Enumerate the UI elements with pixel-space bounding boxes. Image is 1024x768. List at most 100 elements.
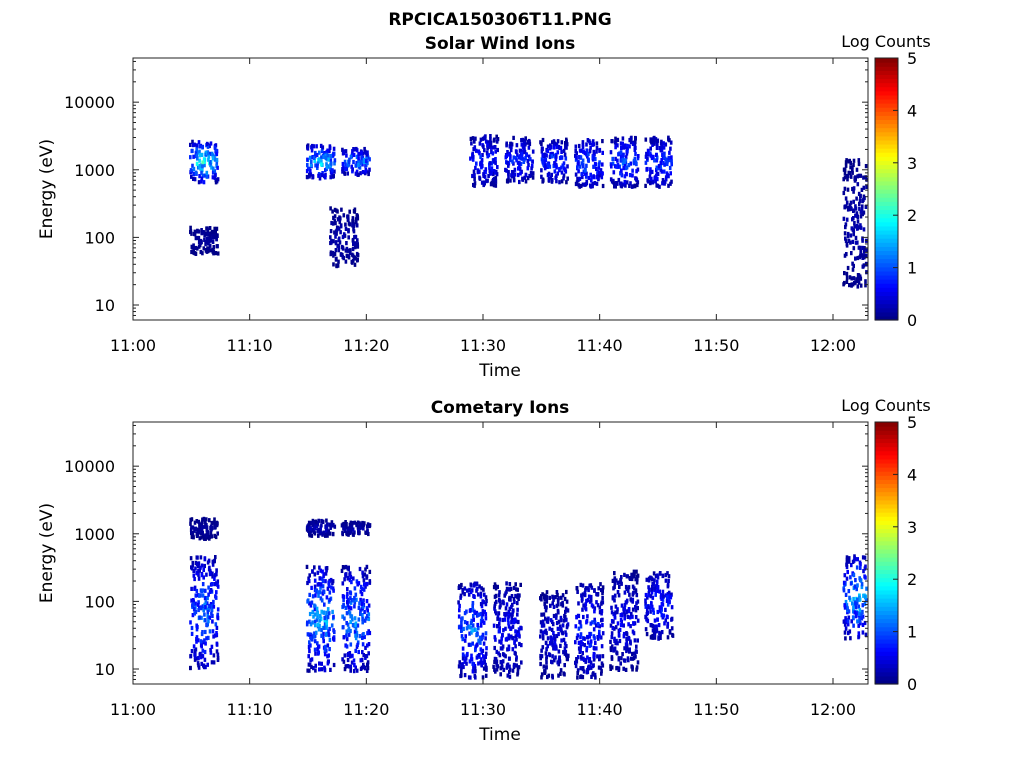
heatmap-cell — [363, 634, 366, 640]
heatmap-cell — [649, 151, 652, 156]
heatmap-cell — [319, 585, 322, 590]
heatmap-cell — [334, 240, 338, 245]
heatmap-cell — [516, 601, 519, 606]
heatmap-cell — [860, 253, 864, 258]
heatmap-cell — [507, 621, 510, 626]
heatmap-cell — [472, 617, 475, 622]
heatmap-cell — [214, 180, 218, 185]
heatmap-cell — [635, 169, 638, 174]
heatmap-cell — [663, 162, 666, 167]
heatmap-cell — [596, 635, 599, 640]
heatmap-cell — [509, 586, 513, 591]
heatmap-cell — [853, 610, 857, 615]
heatmap-cell — [656, 588, 660, 593]
heatmap-cell — [509, 154, 512, 159]
heatmap-cell — [215, 157, 219, 163]
heatmap-cell — [357, 581, 361, 586]
heatmap-cell — [469, 675, 472, 680]
heatmap-cell — [211, 170, 215, 175]
heatmap-cell — [353, 629, 357, 634]
heatmap-cell — [561, 163, 565, 168]
heatmap-cell — [664, 177, 668, 182]
heatmap-cell — [617, 152, 620, 157]
heatmap-cell — [552, 631, 555, 636]
heatmap-cell — [200, 615, 203, 620]
heatmap-cell — [565, 656, 569, 662]
heatmap-cell — [491, 171, 495, 177]
heatmap-cell — [203, 657, 207, 662]
heatmap-cell — [850, 251, 853, 256]
heatmap-cell — [200, 654, 204, 659]
heatmap-cell — [601, 585, 605, 590]
heatmap-cell — [856, 255, 860, 261]
heatmap-cell — [329, 250, 333, 255]
heatmap-cell — [349, 600, 353, 605]
heatmap-cell — [543, 594, 546, 600]
heatmap-cell — [349, 664, 353, 669]
heatmap-cell — [565, 139, 568, 144]
heatmap-cell — [468, 631, 471, 636]
heatmap-cell — [861, 555, 865, 560]
heatmap-cell — [667, 593, 670, 599]
colorbar-segment — [875, 238, 898, 243]
heatmap-cell — [473, 173, 476, 178]
heatmap-cell — [325, 530, 329, 536]
cometary-heatmap — [189, 516, 868, 680]
heatmap-cell — [466, 651, 469, 657]
heatmap-cell — [596, 170, 599, 175]
heatmap-cell — [644, 604, 648, 609]
heatmap-cell — [554, 157, 558, 162]
heatmap-cell — [204, 596, 207, 601]
heatmap-cell — [861, 204, 864, 209]
heatmap-cell — [601, 588, 604, 593]
heatmap-cell — [316, 161, 320, 166]
heatmap-cell — [543, 602, 546, 607]
heatmap-cell — [552, 604, 556, 609]
heatmap-cell — [477, 638, 480, 643]
heatmap-cell — [852, 232, 855, 237]
heatmap-cell — [552, 646, 555, 651]
heatmap-cell — [587, 594, 591, 599]
heatmap-cell — [622, 631, 626, 637]
colorbar-segment — [875, 491, 898, 497]
heatmap-cell — [190, 249, 193, 255]
heatmap-cell — [552, 597, 555, 602]
heatmap-cell — [509, 626, 513, 631]
heatmap-cell — [506, 662, 510, 667]
heatmap-cell — [860, 616, 864, 621]
heatmap-cell — [507, 163, 510, 168]
heatmap-cell — [349, 642, 353, 647]
heatmap-cell — [340, 207, 343, 212]
heatmap-cell — [507, 171, 510, 176]
heatmap-cell — [516, 153, 519, 158]
heatmap-cell — [613, 581, 617, 586]
heatmap-cell — [359, 589, 363, 594]
heatmap-cell — [848, 203, 852, 208]
heatmap-cell — [330, 585, 333, 590]
heatmap-cell — [629, 597, 632, 602]
heatmap-cell — [494, 179, 498, 184]
heatmap-cell — [625, 648, 628, 654]
heatmap-cell — [311, 155, 314, 160]
heatmap-cell — [314, 593, 317, 598]
heatmap-cell — [357, 649, 360, 655]
heatmap-cell — [346, 600, 349, 605]
heatmap-cell — [209, 530, 213, 535]
heatmap-cell — [624, 642, 628, 647]
heatmap-cell — [649, 623, 653, 628]
heatmap-cell — [610, 610, 614, 615]
heatmap-cell — [617, 177, 621, 183]
heatmap-cell — [190, 517, 194, 522]
heatmap-cell — [526, 166, 530, 171]
heatmap-cell — [593, 646, 596, 651]
heatmap-cell — [489, 143, 492, 148]
heatmap-cell — [644, 137, 648, 142]
heatmap-cell — [666, 602, 670, 607]
heatmap-cell — [549, 618, 553, 623]
heatmap-cell — [631, 607, 635, 612]
heatmap-cell — [480, 158, 484, 163]
colorbar-segment — [875, 659, 898, 665]
heatmap-cell — [859, 611, 863, 616]
solar-wind-plot-frame — [132, 57, 869, 321]
x-tick-label: 11:40 — [577, 336, 623, 355]
